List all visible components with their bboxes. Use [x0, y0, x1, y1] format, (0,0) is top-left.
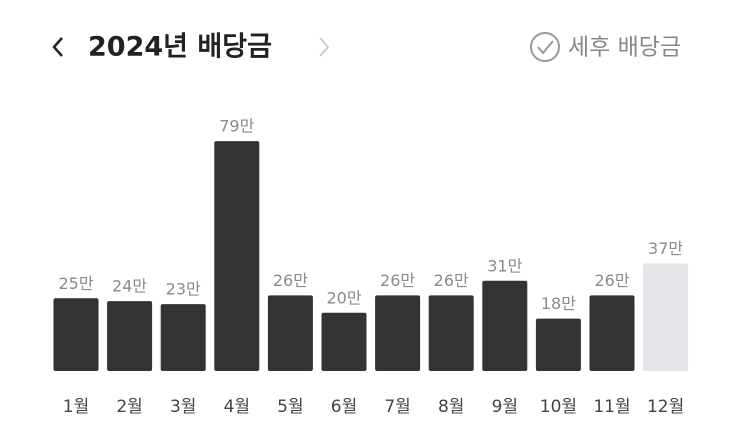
- bar: [267, 295, 313, 371]
- value-label: 26만: [380, 271, 415, 290]
- next-year-button[interactable]: [319, 37, 330, 57]
- value-label: 20만: [326, 288, 361, 307]
- value-label: 24만: [112, 277, 147, 296]
- bar: [589, 295, 635, 371]
- check-mark: [537, 40, 554, 55]
- bar: [321, 312, 367, 371]
- value-label: 31만: [487, 256, 522, 275]
- bar: [107, 301, 153, 371]
- month-label: 3월: [170, 397, 196, 417]
- month-label: 1월: [63, 397, 89, 417]
- value-label: 26만: [273, 271, 308, 290]
- value-label: 79만: [219, 117, 254, 136]
- month-label: 2월: [116, 397, 142, 417]
- toggle-label: 세후 배당금: [568, 35, 681, 61]
- bar: [428, 295, 474, 371]
- month-label: 12월: [647, 397, 684, 417]
- month-label: 4월: [224, 397, 250, 417]
- bar: [160, 304, 206, 371]
- bar: [53, 298, 99, 371]
- month-label: 9월: [492, 397, 518, 417]
- month-label: 5월: [277, 397, 303, 417]
- bar: [482, 280, 528, 371]
- bar: [535, 318, 581, 371]
- month-label: 10월: [540, 397, 577, 417]
- bar: [214, 141, 260, 371]
- month-label: 11월: [593, 397, 630, 417]
- value-label: 26만: [434, 271, 469, 290]
- month-label: 8월: [438, 397, 464, 417]
- value-label: 25만: [58, 274, 93, 293]
- bar: [643, 263, 689, 371]
- check-icon: [530, 32, 560, 62]
- value-label: 26만: [594, 271, 629, 290]
- month-label: 6월: [331, 397, 357, 417]
- chart-title: 2024년 배당금: [88, 32, 272, 63]
- bar: [375, 295, 421, 371]
- prev-year-button[interactable]: [52, 37, 63, 57]
- value-label: 23만: [166, 280, 201, 299]
- month-label: 7월: [384, 397, 410, 417]
- after-tax-toggle[interactable]: 세후 배당금: [530, 32, 681, 62]
- value-label: 37만: [648, 239, 683, 258]
- value-label: 18만: [541, 294, 576, 313]
